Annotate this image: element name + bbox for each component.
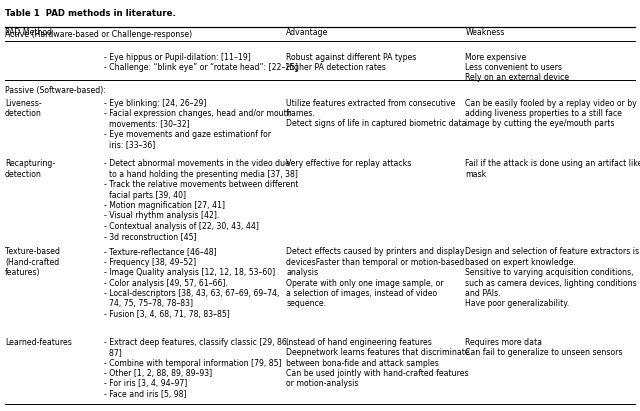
Text: Learned-features: Learned-features bbox=[5, 338, 72, 347]
Text: - Eye blinking: [24, 26–29]
- Facial expression changes, head and/or mouth
  mov: - Eye blinking: [24, 26–29] - Facial exp… bbox=[104, 99, 292, 149]
Text: Passive (Software-based):: Passive (Software-based): bbox=[5, 86, 106, 95]
Text: Design and selection of feature extractors is
based on expert knowledge.
Sensiti: Design and selection of feature extracto… bbox=[465, 247, 639, 308]
Text: Detect effects caused by printers and display
devicesFaster than temporal or mot: Detect effects caused by printers and di… bbox=[286, 247, 465, 308]
Text: - Eye hippus or Pupil-dilation: [11–19]
- Challenge: “blink eye” or “rotate head: - Eye hippus or Pupil-dilation: [11–19] … bbox=[104, 53, 298, 72]
Text: Table 1  PAD methods in literature.: Table 1 PAD methods in literature. bbox=[5, 9, 176, 18]
Text: Active (Hardware-based or Challenge-response): Active (Hardware-based or Challenge-resp… bbox=[5, 30, 192, 39]
Text: Fail if the attack is done using an artifact like a
mask: Fail if the attack is done using an arti… bbox=[465, 159, 640, 179]
Text: Liveness-
detection: Liveness- detection bbox=[5, 99, 42, 118]
Text: More expensive
Less convenient to users
Rely on an external device: More expensive Less convenient to users … bbox=[465, 53, 570, 83]
Text: Utilize features extracted from consecutive
frames.
Detect signs of life in capt: Utilize features extracted from consecut… bbox=[286, 99, 469, 129]
Text: Robust against different PA types
Higher PA detection rates: Robust against different PA types Higher… bbox=[286, 53, 417, 72]
Text: - Texture-reflectance [46–48]
- Frequency [38, 49–52]
- Image Quality analysis [: - Texture-reflectance [46–48] - Frequenc… bbox=[104, 247, 280, 319]
Text: Advantage: Advantage bbox=[286, 28, 328, 37]
Text: Instead of hand engineering features
Deepnetwork learns features that discrimina: Instead of hand engineering features Dee… bbox=[286, 338, 470, 388]
Text: Can be easily fooled by a replay video or by
adding liveness properties to a sti: Can be easily fooled by a replay video o… bbox=[465, 99, 637, 129]
Text: Texture-based
(Hand-crafted
features): Texture-based (Hand-crafted features) bbox=[5, 247, 60, 277]
Text: Weakness: Weakness bbox=[465, 28, 505, 37]
Text: PAD Method: PAD Method bbox=[5, 28, 52, 37]
Text: Recapturing-
detection: Recapturing- detection bbox=[5, 159, 55, 179]
Text: Very effective for replay attacks: Very effective for replay attacks bbox=[286, 159, 412, 169]
Text: - Detect abnormal movements in the video due
  to a hand holding the presenting : - Detect abnormal movements in the video… bbox=[104, 159, 299, 241]
Text: - Extract deep features, classify classic [29, 86,
  87]
- Combine with temporal: - Extract deep features, classify classi… bbox=[104, 338, 289, 399]
Text: Requires more data
Can fail to generalize to unseen sensors: Requires more data Can fail to generaliz… bbox=[465, 338, 623, 357]
